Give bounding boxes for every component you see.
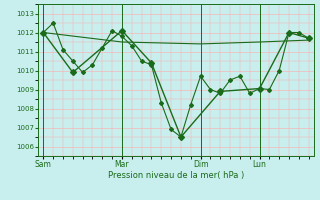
X-axis label: Pression niveau de la mer( hPa ): Pression niveau de la mer( hPa ) bbox=[108, 171, 244, 180]
